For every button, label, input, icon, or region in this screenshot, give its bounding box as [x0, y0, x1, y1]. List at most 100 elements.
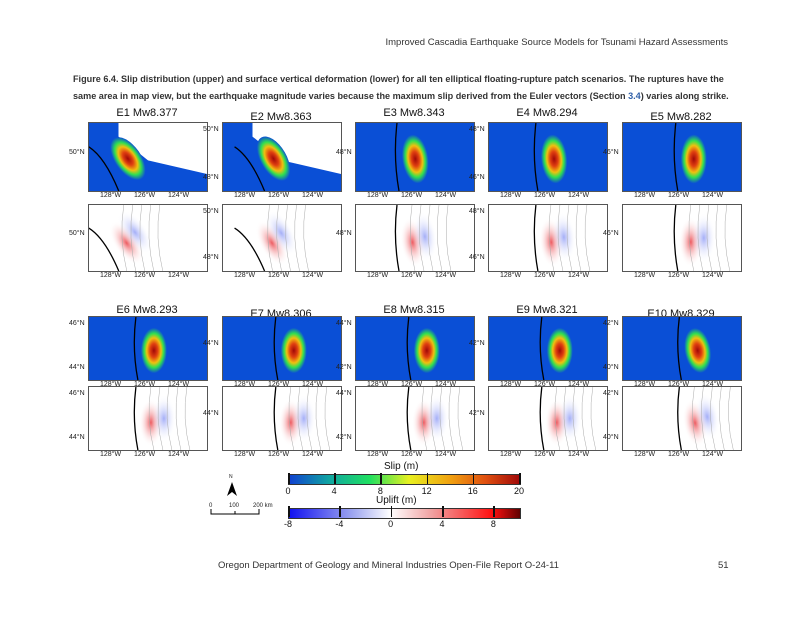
subsidence-patch — [151, 394, 176, 443]
slip-tick-label: 8 — [377, 486, 383, 496]
panel-title: E2 Mw8.363 — [250, 111, 312, 123]
slip-patch — [140, 327, 167, 374]
slip-map — [622, 316, 742, 381]
subsidence-patch — [551, 212, 577, 263]
y-tick-label: 46°N — [469, 254, 485, 262]
x-tick-label: 124°W — [568, 451, 590, 458]
scale-tick-100: 100 — [229, 503, 240, 509]
x-tick-label: 126°W — [268, 272, 290, 279]
y-tick-label: 40°N — [603, 363, 619, 371]
trench-line — [533, 205, 539, 271]
trench-line — [539, 317, 545, 380]
trench-line — [673, 205, 679, 271]
x-tick-label: 126°W — [401, 192, 423, 199]
scale-tick-200: 200 km — [253, 503, 273, 509]
page-number: 51 — [718, 560, 729, 571]
y-tick-label: 46°N — [69, 319, 85, 327]
y-tick-label: 46°N — [69, 389, 85, 397]
y-tick-label: 44°N — [203, 340, 219, 348]
x-tick-label: 128°W — [100, 272, 122, 279]
y-tick-label: 40°N — [603, 433, 619, 441]
panel-title: E8 Mw8.315 — [383, 304, 445, 316]
slip-tick-mark — [380, 473, 382, 484]
panel-title: E9 Mw8.321 — [516, 304, 578, 316]
x-tick-label: 128°W — [234, 192, 256, 199]
slip-tick-label: 20 — [513, 486, 525, 496]
x-tick-label: 128°W — [100, 192, 122, 199]
trench-line — [673, 123, 679, 191]
uplift-map — [488, 204, 608, 272]
slip-map — [355, 122, 475, 192]
x-tick-label: 128°W — [367, 192, 389, 199]
x-tick-label: 126°W — [668, 381, 690, 388]
slip-map — [355, 316, 475, 381]
x-tick-label: 128°W — [500, 451, 522, 458]
panel-title: E1 Mw8.377 — [116, 107, 178, 119]
x-tick-label: 124°W — [435, 381, 457, 388]
y-tick-label: 44°N — [203, 410, 219, 418]
x-tick-label: 128°W — [634, 192, 656, 199]
x-tick-label: 126°W — [534, 381, 556, 388]
running-header: Improved Cascadia Earthquake Source Mode… — [385, 37, 728, 48]
x-tick-label: 128°W — [367, 272, 389, 279]
x-tick-label: 128°W — [500, 192, 522, 199]
y-tick-label: 48°N — [336, 229, 352, 237]
y-tick-label: 48°N — [469, 207, 485, 215]
x-tick-label: 124°W — [568, 272, 590, 279]
uplift-patch — [255, 220, 289, 266]
section-link[interactable]: 3.4 — [628, 91, 641, 101]
trench-line — [406, 317, 412, 380]
x-tick-label: 126°W — [668, 272, 690, 279]
uplift-tick-label: 0 — [388, 519, 394, 529]
y-tick-label: 42°N — [336, 363, 352, 371]
scale-bar — [210, 509, 260, 515]
x-tick-label: 126°W — [401, 381, 423, 388]
y-tick-label: 50°N — [203, 207, 219, 215]
slip-map — [88, 122, 208, 192]
trench-line — [89, 146, 120, 191]
x-tick-label: 128°W — [500, 381, 522, 388]
x-tick-label: 124°W — [702, 192, 724, 199]
subsidence-patch — [557, 394, 582, 443]
trench-line — [234, 227, 266, 271]
x-tick-label: 128°W — [234, 381, 256, 388]
x-tick-label: 124°W — [435, 192, 457, 199]
y-tick-label: 44°N — [336, 389, 352, 397]
uplift-map — [88, 204, 208, 272]
x-tick-label: 126°W — [534, 272, 556, 279]
y-tick-label: 42°N — [603, 319, 619, 327]
trench-line — [133, 317, 139, 380]
x-tick-label: 126°W — [268, 381, 290, 388]
trench-line — [273, 387, 279, 450]
x-tick-label: 124°W — [702, 272, 724, 279]
trench-line — [234, 146, 266, 191]
panel-title: E5 Mw8.282 — [650, 111, 712, 123]
subsidence-patch — [424, 394, 449, 443]
uplift-map — [222, 204, 342, 272]
x-tick-label: 124°W — [302, 272, 324, 279]
trench-line — [133, 387, 139, 450]
subsidence-patch — [291, 394, 316, 443]
x-tick-label: 126°W — [534, 451, 556, 458]
y-tick-label: 42°N — [336, 433, 352, 441]
x-tick-label: 126°W — [268, 192, 290, 199]
slip-patch — [401, 134, 429, 184]
slip-map — [222, 122, 342, 192]
uplift-tick-mark — [288, 506, 290, 517]
x-tick-label: 124°W — [568, 381, 590, 388]
trench-line — [533, 123, 539, 191]
uplift-tick-label: -4 — [335, 519, 344, 529]
slip-tick-label: 16 — [467, 486, 478, 496]
slip-patch — [540, 134, 568, 184]
y-tick-label: 44°N — [69, 433, 85, 441]
x-tick-label: 124°W — [435, 451, 457, 458]
x-tick-label: 126°W — [401, 272, 423, 279]
slip-legend-title: Slip (m) — [384, 461, 419, 472]
trench-line — [394, 205, 400, 271]
slip-patch — [680, 134, 707, 184]
x-tick-label: 126°W — [401, 451, 423, 458]
y-tick-label: 46°N — [469, 173, 485, 181]
x-tick-label: 128°W — [367, 451, 389, 458]
y-tick-label: 44°N — [69, 363, 85, 371]
